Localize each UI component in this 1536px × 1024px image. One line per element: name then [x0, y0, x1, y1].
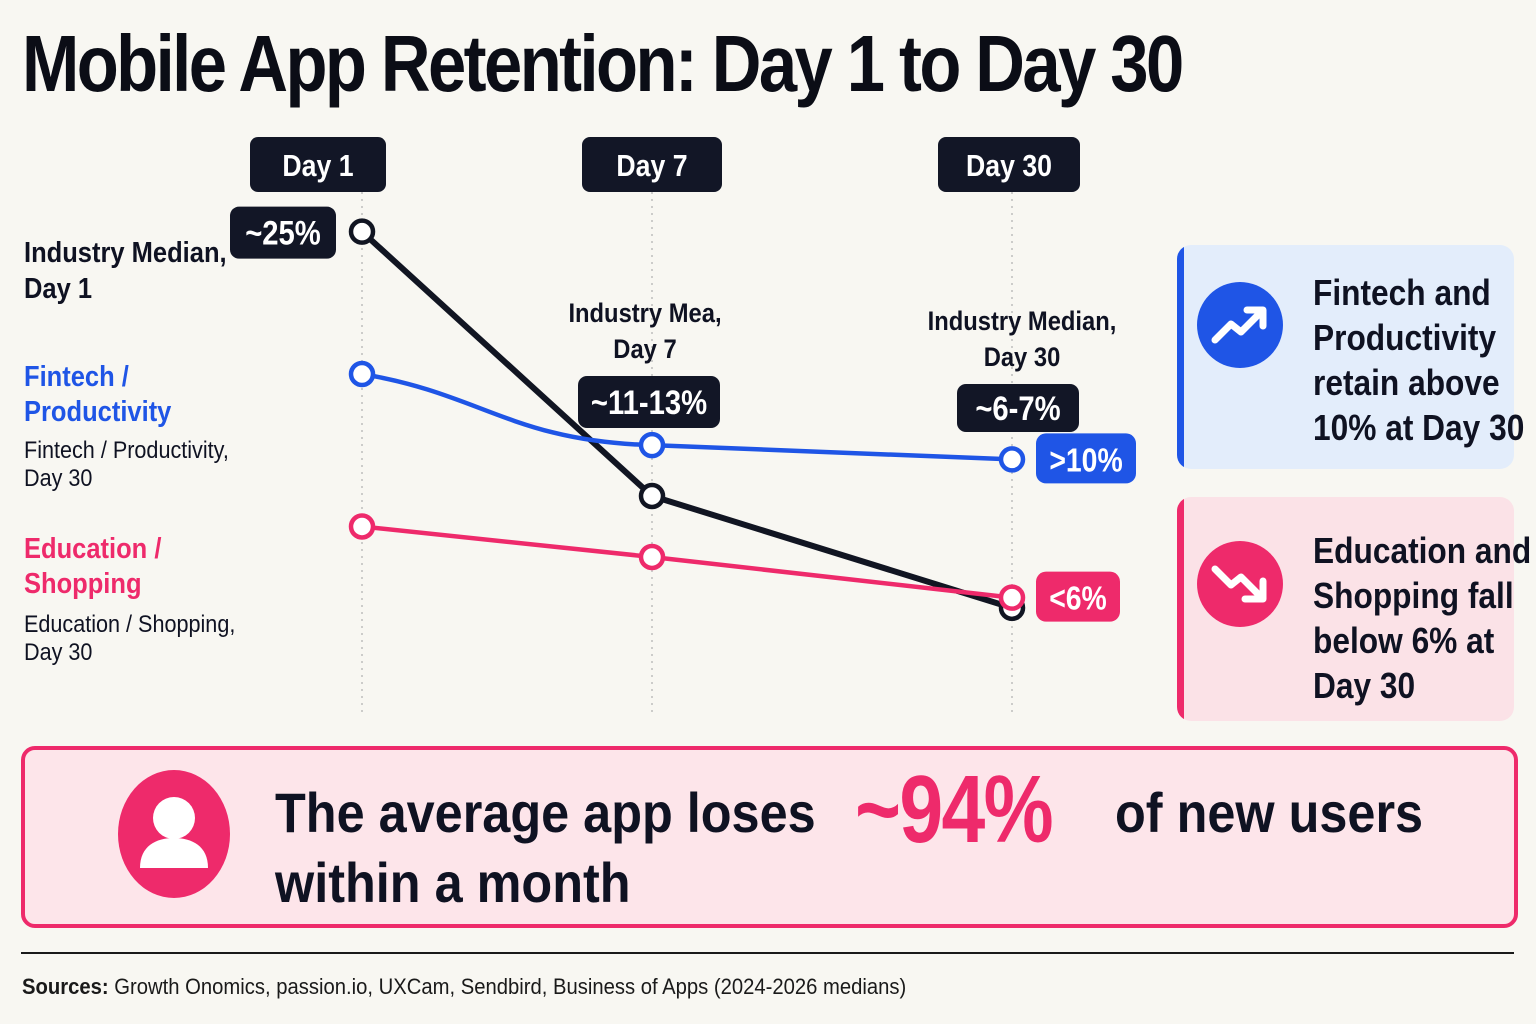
- data-point: [348, 360, 376, 388]
- series-label: Industry Median, Day 1: [24, 235, 227, 304]
- education-card-text: Education and Shopping fall below 6% at …: [1313, 530, 1532, 706]
- page-title: Mobile App Retention: Day 1 to Day 30: [22, 19, 1184, 108]
- fintech-card-text: Fintech and Productivity retain above 10…: [1313, 272, 1525, 448]
- day-header-pill: [250, 137, 386, 192]
- day-header-pill: [938, 137, 1080, 192]
- series-label: Education / Shopping, Day 30: [24, 610, 235, 665]
- data-point: [998, 584, 1026, 611]
- user-icon: [118, 770, 230, 898]
- card-accent-bar: [1177, 497, 1184, 721]
- value-label: ~6-7%: [975, 389, 1060, 428]
- sources-label: Sources:: [22, 974, 109, 999]
- value-label: ~25%: [245, 214, 321, 253]
- summary-banner: The average app loses ~94% of new users …: [21, 746, 1518, 928]
- value-label-bg: [957, 384, 1079, 432]
- banner-highlight: ~94%: [855, 756, 1054, 863]
- series-heading: Education / Shopping: [24, 531, 162, 599]
- day-header-pill: [582, 137, 722, 192]
- value-label-bg: [578, 376, 720, 428]
- data-point: [638, 543, 666, 571]
- series-label: Fintech / Productivity, Day 30: [24, 436, 229, 491]
- trend-up-icon: [1197, 282, 1283, 368]
- value-label-bg: [230, 206, 336, 259]
- data-point: [638, 482, 666, 510]
- x-tick-label: Day 7: [616, 149, 687, 183]
- x-tick-label: Day 1: [282, 149, 353, 183]
- sources-text: Growth Onomics, passion.io, UXCam, Sendb…: [108, 974, 907, 999]
- retention-chart: Day 1 Day 7 Day 30 ~25% ~11-13% ~6-7% Industry…: [24, 137, 1136, 716]
- data-point: [998, 446, 1026, 473]
- series-line: [359, 524, 1015, 600]
- value-label-bg: [1036, 571, 1120, 622]
- x-tick-label: Day 30: [966, 149, 1052, 183]
- sources-note: Sources: Growth Onomics, passion.io, UXC…: [22, 972, 906, 1002]
- divider: [21, 952, 1514, 954]
- series-line: [359, 371, 1015, 462]
- data-point: [638, 431, 666, 459]
- series-heading: Fintech / Productivity: [24, 359, 172, 427]
- value-label: <6%: [1049, 580, 1107, 618]
- card-accent-bar: [1177, 245, 1184, 469]
- banner-text-before: The average app loses: [275, 781, 816, 844]
- trend-down-icon: [1197, 541, 1283, 627]
- data-point: [348, 513, 376, 540]
- data-point: [348, 218, 376, 245]
- annotation: Industry Median, Day 30: [928, 307, 1117, 373]
- value-label: >10%: [1049, 441, 1122, 479]
- banner-text-after: of new users: [1115, 781, 1424, 844]
- value-label: ~11-13%: [591, 383, 707, 422]
- banner-text-line2: within a month: [275, 851, 631, 914]
- value-label-bg: [1036, 433, 1136, 484]
- annotation: Industry Mea, Day 7: [568, 299, 721, 365]
